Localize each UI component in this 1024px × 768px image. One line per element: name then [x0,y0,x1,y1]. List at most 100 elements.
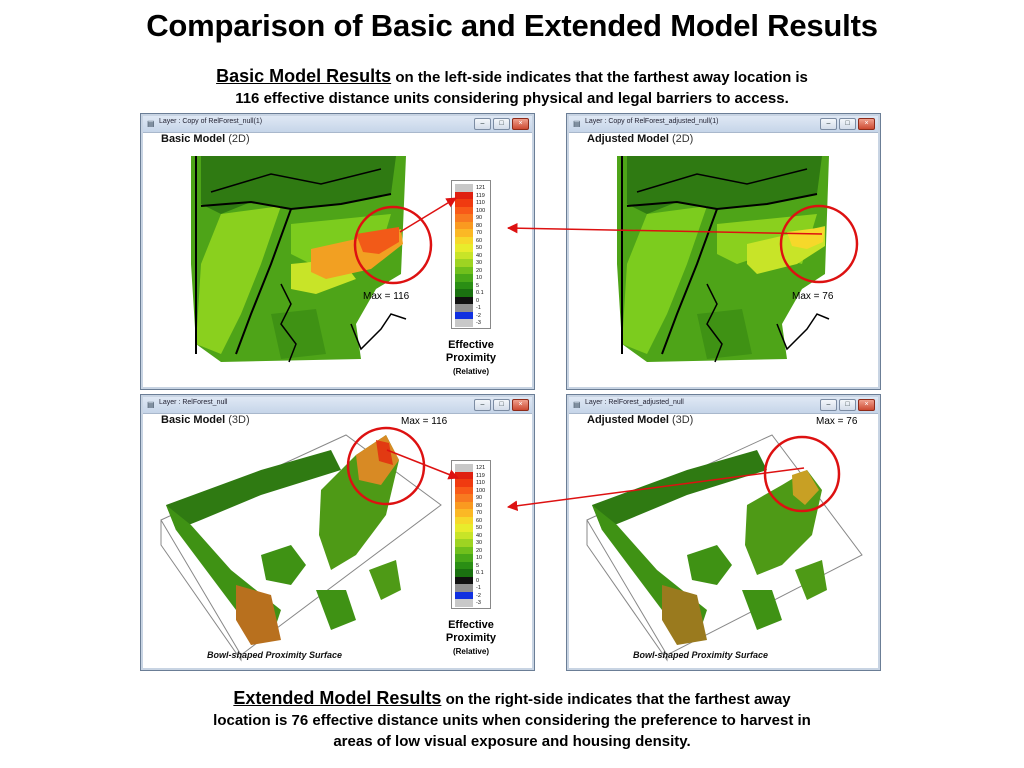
legend-label: 30 [476,260,483,266]
close-button[interactable]: × [858,118,875,130]
window-title: Layer : RelForest_null [159,399,228,406]
legend-label: 5 [476,282,480,289]
model-dim: (3D) [671,414,694,426]
legend-swatch [455,509,473,517]
legend-swatch [455,304,473,312]
legend-label: -2 [476,592,481,599]
legend-swatch [455,479,473,487]
window-adjusted-3d[interactable]: ▤ Layer : RelForest_adjusted_null – □ × … [566,394,881,671]
legend-label: -2 [476,312,481,319]
legend-label: 90 [476,215,483,221]
max-label-basic-3d: Max = 116 [401,416,448,427]
legend-swatch [455,591,473,599]
layer-icon: ▤ [147,119,155,128]
legend-swatch [455,516,473,524]
minimize-button[interactable]: – [820,118,837,130]
legend-label: 121 [476,465,486,471]
legend-bar: 121 119 110 100 90 80 70 60 50 40 30 20 10 5 0.1 0 -1 -2-… [451,460,491,609]
caption-extended: Extended Model Results on the right-side… [140,688,884,752]
legend-swatch [455,244,473,252]
close-button[interactable]: × [858,399,875,411]
model-label: Adjusted Model [587,133,669,145]
legend-swatch [455,296,473,304]
maximize-button[interactable]: □ [493,399,510,411]
legend-label: 80 [476,502,483,509]
legend-swatch [455,266,473,274]
legend-title-line2: Proximity [445,631,497,644]
max-label-adjusted-2d: Max = 76 [792,291,834,302]
legend-swatch [455,221,473,229]
legend-label: 121 [476,185,486,191]
minimize-button[interactable]: – [474,118,491,130]
maximize-button[interactable]: □ [839,118,856,130]
surface-caption: Bowl-shaped Proximity Surface [207,650,343,660]
window-titlebar[interactable]: ▤ Layer : Copy of RelForest_null(1) – □ … [143,116,532,133]
legend-label: 50 [476,525,483,531]
model-name: Adjusted Model (3D) [587,414,693,426]
legend-label: 40 [476,252,483,259]
legend-swatch [455,464,473,472]
legend-label: 110 [476,200,485,206]
legend-swatch [455,599,473,607]
legend-swatch [455,319,473,327]
maximize-button[interactable]: □ [839,399,856,411]
model-dim: (2D) [228,133,250,145]
legend-label: 50 [476,245,483,251]
surface-adjusted-3d [586,434,863,662]
legend-swatch [455,274,473,282]
layer-icon: ▤ [573,119,581,128]
legend-swatch [455,289,473,297]
minimize-button[interactable]: – [820,399,837,411]
legend-title-line1: Effective [448,618,494,631]
legend-label: 100 [476,487,486,494]
legend-swatch [455,561,473,569]
legend-swatch [455,184,473,192]
legend-label: 80 [476,222,483,229]
legend-bar: 121 119 110 100 90 80 70 60 50 40 30 20 10 5 0.1 0 -1 -2-… [451,180,491,329]
legend-swatch [455,576,473,584]
legend-swatch [455,191,473,199]
legend-title-line1: Effective [448,338,494,351]
legend-label: 20 [476,267,483,274]
legend-label: 100 [476,207,486,214]
legend-label: 10 [476,555,483,561]
legend-swatch [455,539,473,547]
legend-label: 0.1 [476,570,484,576]
window-titlebar[interactable]: ▤ Layer : RelForest_null – □ × [143,397,532,414]
legend-swatch [455,531,473,539]
layer-icon: ▤ [147,400,155,409]
caption-extended-line3: areas of low visual exposure and housing… [333,733,691,750]
legend-swatch [455,229,473,237]
close-button[interactable]: × [512,399,529,411]
legend-label: 119 [476,192,485,199]
model-name: Basic Model (2D) [161,133,250,145]
window-titlebar[interactable]: ▤ Layer : RelForest_adjusted_null – □ × [569,397,878,414]
legend-label: 119 [476,472,485,479]
max-label-adjusted-3d: Max = 76 [816,416,858,427]
model-label: Basic Model [161,414,226,426]
legend-label: 0 [476,577,480,584]
model-label: Adjusted Model [587,414,669,426]
legend-swatch [455,501,473,509]
legend-label: 70 [476,230,483,236]
maximize-button[interactable]: □ [493,118,510,130]
legend-swatch [455,569,473,577]
legend-label: 70 [476,510,483,516]
legend-swatch [455,486,473,494]
model-dim: (2D) [671,133,694,145]
window-titlebar[interactable]: ▤ Layer : Copy of RelForest_adjusted_nul… [569,116,878,133]
legend-swatch [455,236,473,244]
legend-subtitle: (Relative) [452,646,489,656]
legend-swatch [455,251,473,259]
legend-label: 0 [476,297,480,304]
legend-label: 0.1 [476,290,484,296]
legend-label: 110 [476,480,485,486]
close-button[interactable]: × [512,118,529,130]
window-adjusted-2d[interactable]: ▤ Layer : Copy of RelForest_adjusted_nul… [566,113,881,390]
legend-swatch [455,259,473,267]
caption-basic-lead: Basic Model Results [216,66,392,86]
legend-label: 60 [476,237,483,244]
minimize-button[interactable]: – [474,399,491,411]
max-label-basic-2d: Max = 116 [363,291,410,302]
legend-label: 20 [476,547,483,554]
